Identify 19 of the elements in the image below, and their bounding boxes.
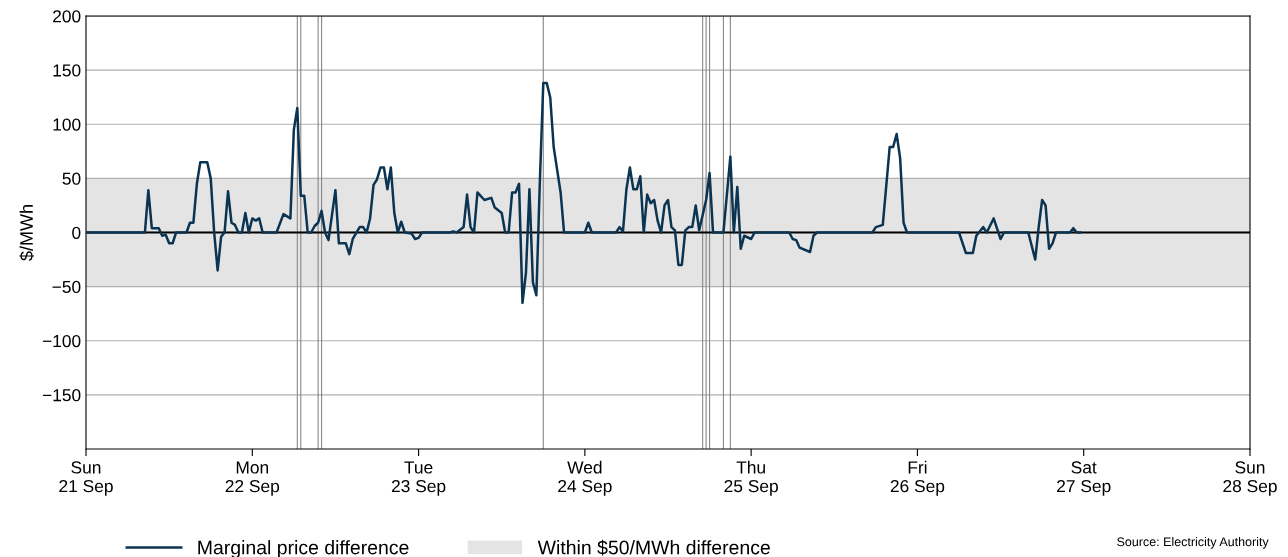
x-tick-label: Fri 26 Sep [890,460,945,496]
x-tick-label: Tue 23 Sep [391,461,446,496]
y-tick-label: −150 [42,389,81,402]
x-tick-label: Sun 21 Sep [59,461,113,496]
y-tick-label: 50 [62,172,81,185]
y-tick-label: 150 [53,64,81,77]
y-tick-label: −100 [42,334,81,348]
y-tick-label: −50 [52,280,81,294]
x-tick-label: Sat 27 Sep [1057,461,1111,496]
x-tick-label: Mon 22 Sep [225,461,280,496]
y-axis-title: $/MWh [19,205,34,261]
y-tick-label: 200 [53,10,81,23]
x-tick-label: Thu 25 Sep [724,460,778,496]
y-tick-label: 100 [53,118,81,131]
legend-label: Within $50/MWh difference [537,539,770,556]
x-tick-label: Sun 28 Sep [1223,461,1277,496]
x-tick-label: Wed 24 Sep [558,460,612,496]
y-tick-label: 0 [72,226,81,239]
source-note: Source: Electricity Authority [1117,536,1269,549]
